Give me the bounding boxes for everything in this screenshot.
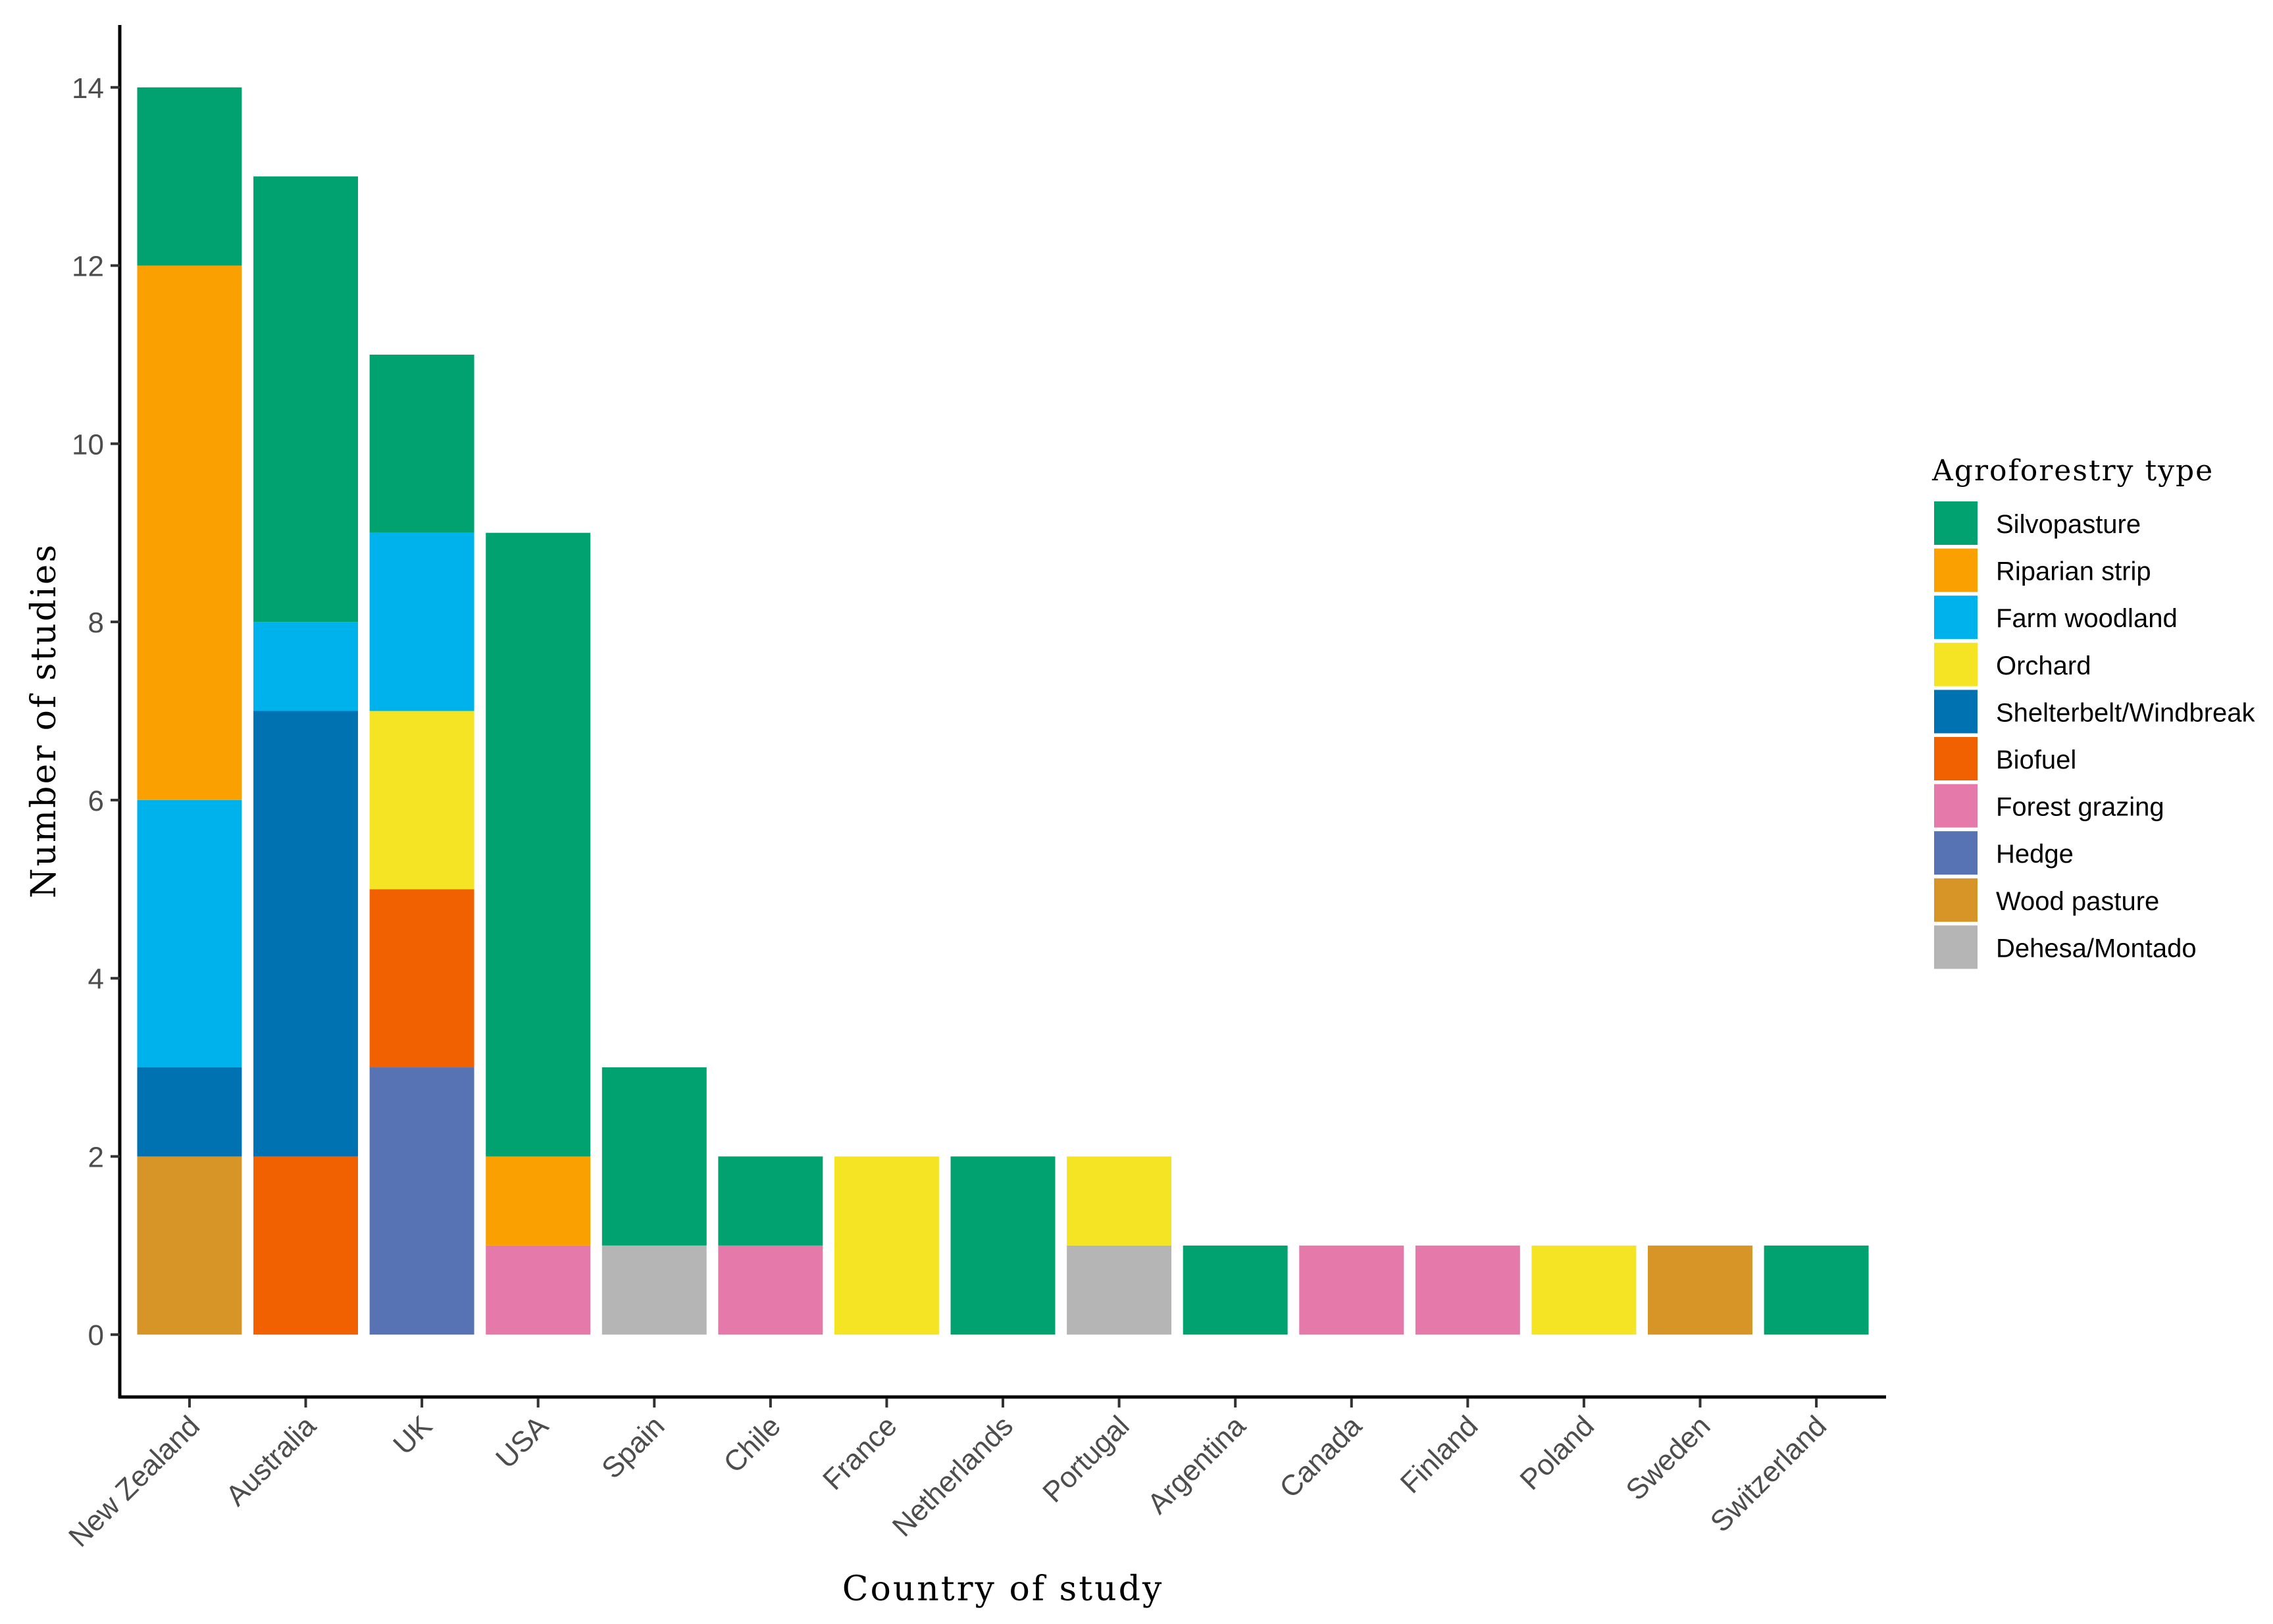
bar-australia-farm-woodland — [253, 622, 358, 711]
legend-swatch-shelterbelt-windbreak — [1934, 690, 1978, 734]
x-tick-label-uk: UK — [387, 1409, 438, 1461]
x-tick-label-australia: Australia — [220, 1409, 322, 1512]
x-tick-label-spain: Spain — [596, 1409, 671, 1484]
bar-usa-silvopasture — [486, 532, 591, 1157]
bar-new-zealand-farm-woodland — [137, 799, 242, 1068]
bar-uk-hedge — [369, 1067, 474, 1335]
legend: Agroforestry type Silvopasture Riparian s… — [1931, 454, 2256, 969]
legend-swatch-hedge — [1934, 831, 1978, 875]
bar-chile-forest-grazing — [718, 1245, 823, 1335]
bar-portugal-orchard — [1067, 1156, 1172, 1246]
legend-label-shelterbelt-windbreak: Shelterbelt/Windbreak — [1996, 698, 2256, 727]
bar-argentina-silvopasture — [1183, 1245, 1288, 1335]
x-tick-label-new-zealand: New Zealand — [63, 1409, 206, 1553]
legend-label-biofuel: Biofuel — [1996, 746, 2076, 774]
y-tick-label: 10 — [72, 428, 104, 461]
x-tick-label-sweden: Sweden — [1620, 1409, 1716, 1506]
y-tick-label: 6 — [88, 785, 104, 817]
y-tick-label: 4 — [88, 963, 104, 996]
axes-group — [118, 25, 1886, 1399]
x-tick-label-argentina: Argentina — [1141, 1409, 1252, 1520]
bar-new-zealand-silvopasture — [137, 87, 242, 266]
bar-spain-silvopasture — [601, 1067, 707, 1246]
legend-label-farm-woodland: Farm woodland — [1996, 604, 2178, 633]
legend-label-forest-grazing: Forest grazing — [1996, 793, 2164, 822]
bar-canada-forest-grazing — [1299, 1245, 1404, 1335]
legend-swatch-biofuel — [1934, 737, 1978, 780]
x-tick-label-poland: Poland — [1514, 1409, 1600, 1496]
bar-australia-biofuel — [253, 1156, 358, 1335]
bar-australia-silvopasture — [253, 176, 358, 622]
bar-usa-forest-grazing — [486, 1245, 591, 1335]
y-tick-label: 14 — [72, 72, 104, 105]
legend-label-hedge: Hedge — [1996, 840, 2074, 869]
x-ticks-group: New Zealand Australia UK USA Spain Chile Franc… — [63, 1398, 1833, 1553]
x-axis-title: Country of study — [842, 1569, 1164, 1609]
x-tick-label-portugal: Portugal — [1036, 1409, 1136, 1509]
y-ticks-group: 0 2 4 6 8 10 12 14 — [72, 72, 120, 1352]
bar-australia-shelterbelt-windbreak — [253, 711, 358, 1157]
legend-label-silvopasture: Silvopasture — [1996, 510, 2141, 539]
y-axis-title: Number of studies — [24, 543, 64, 898]
x-tick-label-usa: USA — [490, 1409, 555, 1475]
legend-swatch-riparian-strip — [1934, 548, 1978, 592]
x-tick-label-switzerland: Switzerland — [1704, 1409, 1833, 1538]
bar-portugal-dehesa-montado — [1067, 1245, 1172, 1335]
bar-poland-orchard — [1531, 1245, 1637, 1335]
y-tick-label: 0 — [88, 1319, 104, 1352]
bar-switzerland-silvopasture — [1764, 1245, 1869, 1335]
bar-uk-silvopasture — [369, 354, 474, 533]
bar-spain-dehesa-montado — [601, 1245, 707, 1335]
bar-usa-riparian-strip — [486, 1156, 591, 1246]
legend-swatch-dehesa-montado — [1934, 925, 1978, 969]
x-tick-label-netherlands: Netherlands — [886, 1409, 1019, 1542]
bar-uk-orchard — [369, 711, 474, 890]
bar-new-zealand-shelterbelt-windbreak — [137, 1067, 242, 1157]
y-tick-label: 12 — [72, 251, 104, 283]
legend-label-dehesa-montado: Dehesa/Montado — [1996, 934, 2197, 963]
bar-france-orchard — [834, 1156, 939, 1335]
legend-swatch-farm-woodland — [1934, 596, 1978, 640]
bar-uk-biofuel — [369, 889, 474, 1068]
bar-finland-forest-grazing — [1415, 1245, 1520, 1335]
bar-new-zealand-riparian-strip — [137, 265, 242, 800]
y-tick-label: 8 — [88, 607, 104, 639]
legend-label-wood-pasture: Wood pasture — [1996, 887, 2159, 916]
bars-group — [137, 87, 1869, 1335]
legend-swatch-forest-grazing — [1934, 784, 1978, 828]
x-tick-label-finland: Finland — [1394, 1409, 1485, 1500]
x-tick-label-chile: Chile — [717, 1409, 787, 1479]
bar-chile-silvopasture — [718, 1156, 823, 1246]
bar-new-zealand-wood-pasture — [137, 1156, 242, 1335]
bar-uk-farm-woodland — [369, 532, 474, 711]
legend-swatch-orchard — [1934, 642, 1978, 686]
x-tick-label-canada: Canada — [1273, 1409, 1368, 1504]
x-tick-label-france: France — [817, 1409, 903, 1496]
bar-netherlands-silvopasture — [950, 1156, 1056, 1335]
legend-swatch-silvopasture — [1934, 501, 1978, 545]
y-tick-label: 2 — [88, 1141, 104, 1173]
legend-label-orchard: Orchard — [1996, 651, 2091, 680]
legend-label-riparian-strip: Riparian strip — [1996, 557, 2151, 586]
bar-sweden-wood-pasture — [1648, 1245, 1752, 1335]
legend-title: Agroforestry type — [1931, 454, 2214, 488]
legend-swatch-wood-pasture — [1934, 878, 1978, 922]
